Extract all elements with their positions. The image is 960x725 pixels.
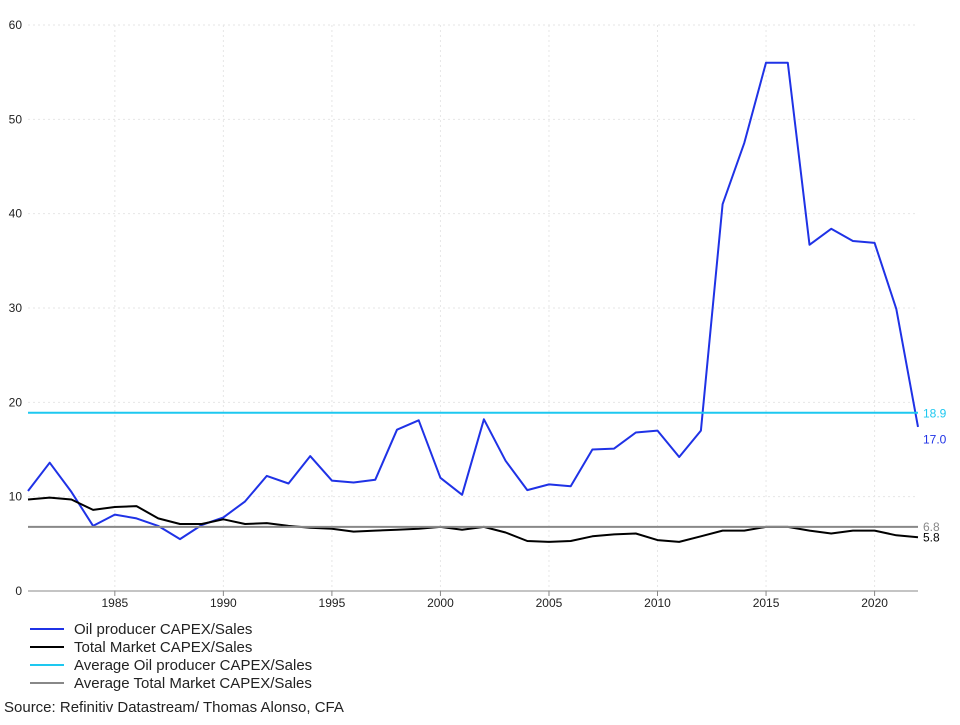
total-market-line xyxy=(27,496,919,543)
end-labels: 17.0 5.8 18.9 6.8 xyxy=(923,407,947,545)
legend-label-avg-total-market: Average Total Market CAPEX/Sales xyxy=(74,674,312,692)
end-label-avg-oil-producer-line: 18.9 xyxy=(923,407,947,421)
x-tick-label: 2015 xyxy=(753,596,780,610)
x-tick-label: 2010 xyxy=(644,596,671,610)
legend-item-oil-producer: Oil producer CAPEX/Sales xyxy=(30,620,312,638)
x-tick-label: 1985 xyxy=(101,596,128,610)
legend-item-avg-total-market: Average Total Market CAPEX/Sales xyxy=(30,674,312,692)
source-note: Source: Refinitiv Datastream/ Thomas Alo… xyxy=(4,699,344,716)
series xyxy=(27,61,919,543)
y-tick-label: 20 xyxy=(9,395,23,409)
legend-item-avg-oil-producer: Average Oil producer CAPEX/Sales xyxy=(30,656,312,674)
oil-producer-line xyxy=(27,61,919,541)
y-tick-label: 60 xyxy=(9,18,23,32)
axes: 0 10 20 30 40 50 60 1985 1990 1995 2000 2005 2010 201… xyxy=(9,18,918,610)
legend-label-oil-producer: Oil producer CAPEX/Sales xyxy=(74,620,253,638)
x-tick-label: 2020 xyxy=(861,596,888,610)
legend: Oil producer CAPEX/Sales Total Market CA… xyxy=(30,620,312,692)
legend-label-avg-oil-producer: Average Oil producer CAPEX/Sales xyxy=(74,656,313,674)
x-tick-label: 1995 xyxy=(319,596,346,610)
legend-label-total-market: Total Market CAPEX/Sales xyxy=(74,638,253,656)
legend-swatch-total-market xyxy=(30,646,64,648)
y-tick-label: 30 xyxy=(9,301,23,315)
grid xyxy=(28,24,918,592)
x-tick-label: 2005 xyxy=(536,596,563,610)
y-tick-label: 10 xyxy=(9,490,23,504)
y-tick-label: 40 xyxy=(9,207,23,221)
x-tick-label: 1990 xyxy=(210,596,237,610)
end-label-total-market-line: 5.8 xyxy=(923,530,940,544)
legend-item-total-market: Total Market CAPEX/Sales xyxy=(30,638,312,656)
y-tick-label: 0 xyxy=(15,584,22,598)
legend-swatch-oil-producer xyxy=(30,628,64,630)
legend-swatch-avg-total-market xyxy=(30,682,64,684)
x-tick-label: 2000 xyxy=(427,596,454,610)
y-tick-label: 50 xyxy=(9,112,23,126)
end-label-avg-total-market-line: 6.8 xyxy=(923,520,940,534)
legend-swatch-avg-oil-producer xyxy=(30,664,64,666)
end-label-oil-producer-line: 17.0 xyxy=(923,433,947,447)
